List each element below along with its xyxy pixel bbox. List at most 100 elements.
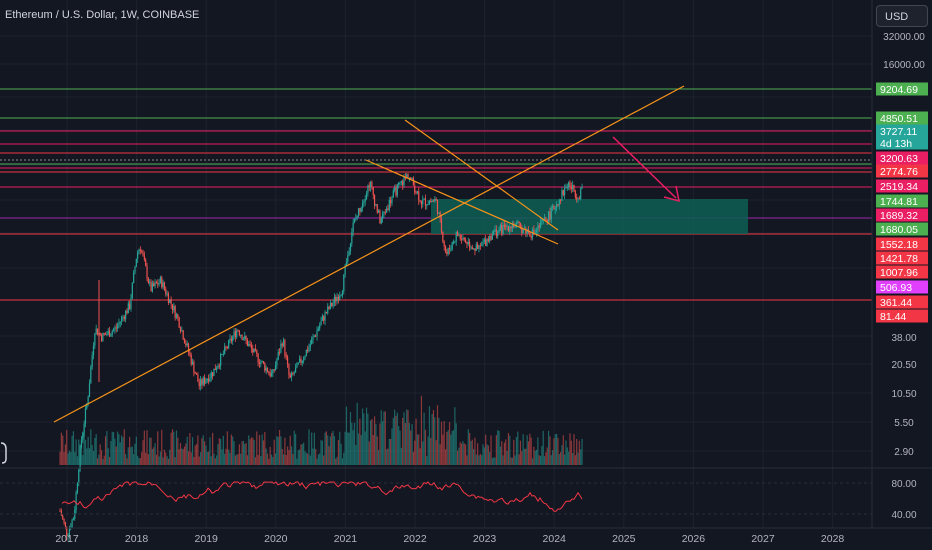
candle-body xyxy=(225,346,227,348)
currency-button[interactable]: USD xyxy=(876,5,928,27)
candle-body xyxy=(538,225,540,228)
candle-body xyxy=(554,208,556,210)
candle-body xyxy=(452,241,455,243)
candle-body xyxy=(479,245,481,247)
candle-body xyxy=(340,295,342,297)
volume-bar xyxy=(328,446,330,465)
candle-body xyxy=(233,331,235,337)
candle-body xyxy=(436,199,439,214)
volume-bar xyxy=(131,446,133,465)
candle-body xyxy=(278,352,281,354)
candle-body xyxy=(324,312,326,321)
volume-bar xyxy=(252,437,254,465)
price-tick-label: 5.50 xyxy=(894,418,914,429)
volume-bar xyxy=(394,409,396,465)
candle-body xyxy=(245,335,247,340)
candle-body xyxy=(293,372,295,374)
volume-bar xyxy=(183,446,186,465)
candle-body xyxy=(66,526,68,537)
candle-body xyxy=(466,242,468,245)
candle-body xyxy=(209,377,211,382)
volume-bar xyxy=(331,433,333,465)
volume-bar xyxy=(391,428,393,465)
volume-bar xyxy=(242,440,245,465)
volume-bar xyxy=(76,456,79,465)
volume-bar xyxy=(558,454,560,465)
candle-body xyxy=(494,229,496,231)
volume-bar xyxy=(102,458,104,465)
volume-bar xyxy=(463,443,465,465)
volume-bar xyxy=(167,458,170,465)
volume-bar xyxy=(193,456,195,465)
volume-bar xyxy=(90,429,92,465)
volume-bar xyxy=(246,455,249,465)
volume-bar xyxy=(155,454,158,465)
candle-body xyxy=(446,251,448,255)
candle-body xyxy=(400,180,402,183)
candle-body xyxy=(495,229,497,237)
volume-bar xyxy=(356,402,358,465)
candle-body xyxy=(534,232,536,235)
candle-body xyxy=(447,248,449,255)
candle-body xyxy=(307,349,309,352)
candle-body xyxy=(359,208,361,212)
candle-body xyxy=(539,221,542,228)
volume-bar xyxy=(460,443,463,465)
volume-bar xyxy=(327,435,329,465)
candle-body xyxy=(316,330,318,337)
candle-body xyxy=(473,248,475,250)
candle-body xyxy=(386,208,388,213)
volume-bar xyxy=(419,448,421,465)
price-badge-label: 1007.96 xyxy=(880,267,918,279)
volume-bar xyxy=(191,437,194,465)
volume-bar xyxy=(274,453,277,465)
volume-bar xyxy=(268,458,270,465)
volume-bar xyxy=(396,412,398,465)
candle-body xyxy=(121,317,123,322)
candle-body xyxy=(115,327,117,329)
candle-body xyxy=(123,316,125,320)
candle-body xyxy=(377,210,380,213)
candle-body xyxy=(426,204,428,206)
candle-body xyxy=(193,361,195,373)
volume-bar xyxy=(456,450,459,465)
price-badge-label: 3727.11 xyxy=(880,126,917,138)
candle-body xyxy=(451,241,453,250)
candle-body xyxy=(191,361,194,365)
volume-bar xyxy=(574,455,576,465)
volume-bar xyxy=(293,430,295,465)
volume-bar xyxy=(380,410,382,465)
volume-bar xyxy=(163,449,166,465)
candle-body xyxy=(158,282,160,285)
candle-body xyxy=(541,219,543,222)
volume-bar xyxy=(181,448,183,465)
candle-body xyxy=(189,352,191,355)
drag-handle-icon[interactable] xyxy=(0,441,8,465)
volume-bar xyxy=(87,436,89,465)
price-badge-label: 9204.69 xyxy=(880,84,918,96)
volume-bar xyxy=(257,454,259,465)
candle-body xyxy=(256,350,258,354)
candle-body xyxy=(394,187,396,191)
price-badge-label: 81.44 xyxy=(880,311,906,323)
candle-body xyxy=(264,363,266,371)
candle-body xyxy=(501,225,503,234)
candle-body xyxy=(96,328,99,336)
volume-bar xyxy=(300,444,302,465)
candle-body xyxy=(328,306,330,309)
volume-bar xyxy=(404,423,406,465)
volume-bar xyxy=(485,434,487,465)
volume-bar xyxy=(477,443,479,465)
candle-body xyxy=(161,277,163,288)
candle-body xyxy=(187,343,190,353)
volume-bar xyxy=(62,435,64,465)
volume-bar xyxy=(565,440,567,465)
candle-body xyxy=(337,296,340,300)
candle-body xyxy=(122,316,124,318)
candle-body xyxy=(427,204,429,206)
candle-body xyxy=(110,334,112,337)
volume-bar xyxy=(311,432,313,465)
candle-body xyxy=(407,174,409,179)
time-tick-label: 2021 xyxy=(334,533,358,545)
